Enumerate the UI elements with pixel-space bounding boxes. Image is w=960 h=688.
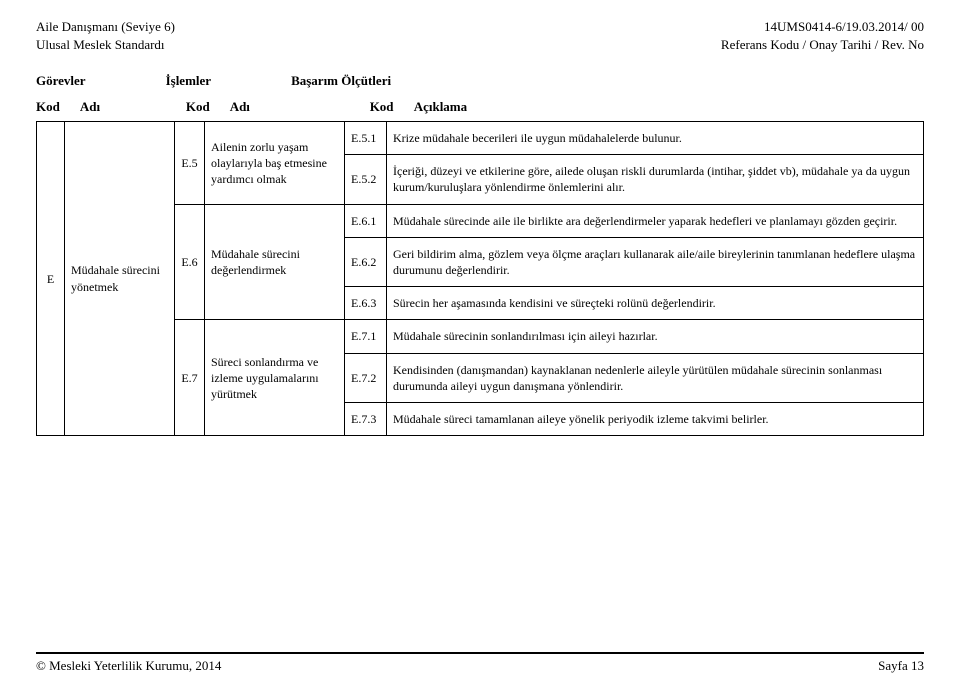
olcut-acik-e62: Geri bildirim alma, gözlem veya ölçme ar… xyxy=(387,237,924,286)
islem-kod-e7: E.7 xyxy=(175,320,205,436)
header-left-line1: Aile Danışmanı (Seviye 6) xyxy=(36,19,175,34)
header-right-line1: 14UMS0414-6/19.03.2014/ 00 xyxy=(764,19,924,34)
table-row: E Müdahale sürecini yönetmek E.5 Ailenin… xyxy=(37,122,924,155)
section-basarim: Başarım Ölçütleri xyxy=(291,73,391,89)
section-islemler: İşlemler xyxy=(166,73,211,89)
islem-adi-e6: Müdahale sürecini değerlendirmek xyxy=(205,204,345,320)
olcut-kod-e61: E.6.1 xyxy=(345,204,387,237)
adi2: Adı xyxy=(230,99,370,115)
islem-kod-e6: E.6 xyxy=(175,204,205,320)
islem-adi-e7: Süreci sonlandırma ve izleme uygulamalar… xyxy=(205,320,345,436)
adi1: Adı xyxy=(80,99,186,115)
header-left-line2: Ulusal Meslek Standardı xyxy=(36,37,165,52)
olcut-kod-e72: E.7.2 xyxy=(345,353,387,402)
olcut-kod-e73: E.7.3 xyxy=(345,402,387,435)
olcut-acik-e51: Krize müdahale becerileri ile uygun müda… xyxy=(387,122,924,155)
footer-left: © Mesleki Yeterlilik Kurumu, 2014 xyxy=(36,658,221,674)
header-right: 14UMS0414-6/19.03.2014/ 00 Referans Kodu … xyxy=(721,18,924,53)
section-titles: Görevler İşlemler Başarım Ölçütleri xyxy=(36,73,924,89)
main-table: E Müdahale sürecini yönetmek E.5 Ailenin… xyxy=(36,121,924,436)
footer-rule xyxy=(36,652,924,654)
gorev-kod: E xyxy=(37,122,65,436)
islem-kod-e5: E.5 xyxy=(175,122,205,205)
olcut-acik-e63: Sürecin her aşamasında kendisini ve süre… xyxy=(387,287,924,320)
olcut-acik-e71: Müdahale sürecinin sonlandırılması için … xyxy=(387,320,924,353)
olcut-acik-e72: Kendisinden (danışmandan) kaynaklanan ne… xyxy=(387,353,924,402)
islem-adi-e5: Ailenin zorlu yaşam olaylarıyla baş etme… xyxy=(205,122,345,205)
olcut-kod-e52: E.5.2 xyxy=(345,155,387,204)
gorev-adi: Müdahale sürecini yönetmek xyxy=(65,122,175,436)
header-left: Aile Danışmanı (Seviye 6) Ulusal Meslek S… xyxy=(36,18,175,53)
kod-header-row: Kod Adı Kod Adı Kod Açıklama xyxy=(36,99,487,115)
aciklama: Açıklama xyxy=(414,99,487,115)
kod2: Kod xyxy=(186,99,230,115)
header-right-line2: Referans Kodu / Onay Tarihi / Rev. No xyxy=(721,37,924,52)
olcut-acik-e52: İçeriği, düzeyi ve etkilerine göre, aile… xyxy=(387,155,924,204)
olcut-kod-e63: E.6.3 xyxy=(345,287,387,320)
kod3: Kod xyxy=(370,99,414,115)
olcut-acik-e61: Müdahale sürecinde aile ile birlikte ara… xyxy=(387,204,924,237)
olcut-kod-e51: E.5.1 xyxy=(345,122,387,155)
footer-right: Sayfa 13 xyxy=(878,658,924,674)
olcut-kod-e62: E.6.2 xyxy=(345,237,387,286)
page-header: Aile Danışmanı (Seviye 6) Ulusal Meslek S… xyxy=(36,18,924,53)
kod1: Kod xyxy=(36,99,80,115)
section-gorevler: Görevler xyxy=(36,73,86,89)
olcut-kod-e71: E.7.1 xyxy=(345,320,387,353)
olcut-acik-e73: Müdahale süreci tamamlanan aileye yöneli… xyxy=(387,402,924,435)
page: Aile Danışmanı (Seviye 6) Ulusal Meslek S… xyxy=(0,0,960,688)
page-footer: © Mesleki Yeterlilik Kurumu, 2014 Sayfa … xyxy=(36,652,924,674)
